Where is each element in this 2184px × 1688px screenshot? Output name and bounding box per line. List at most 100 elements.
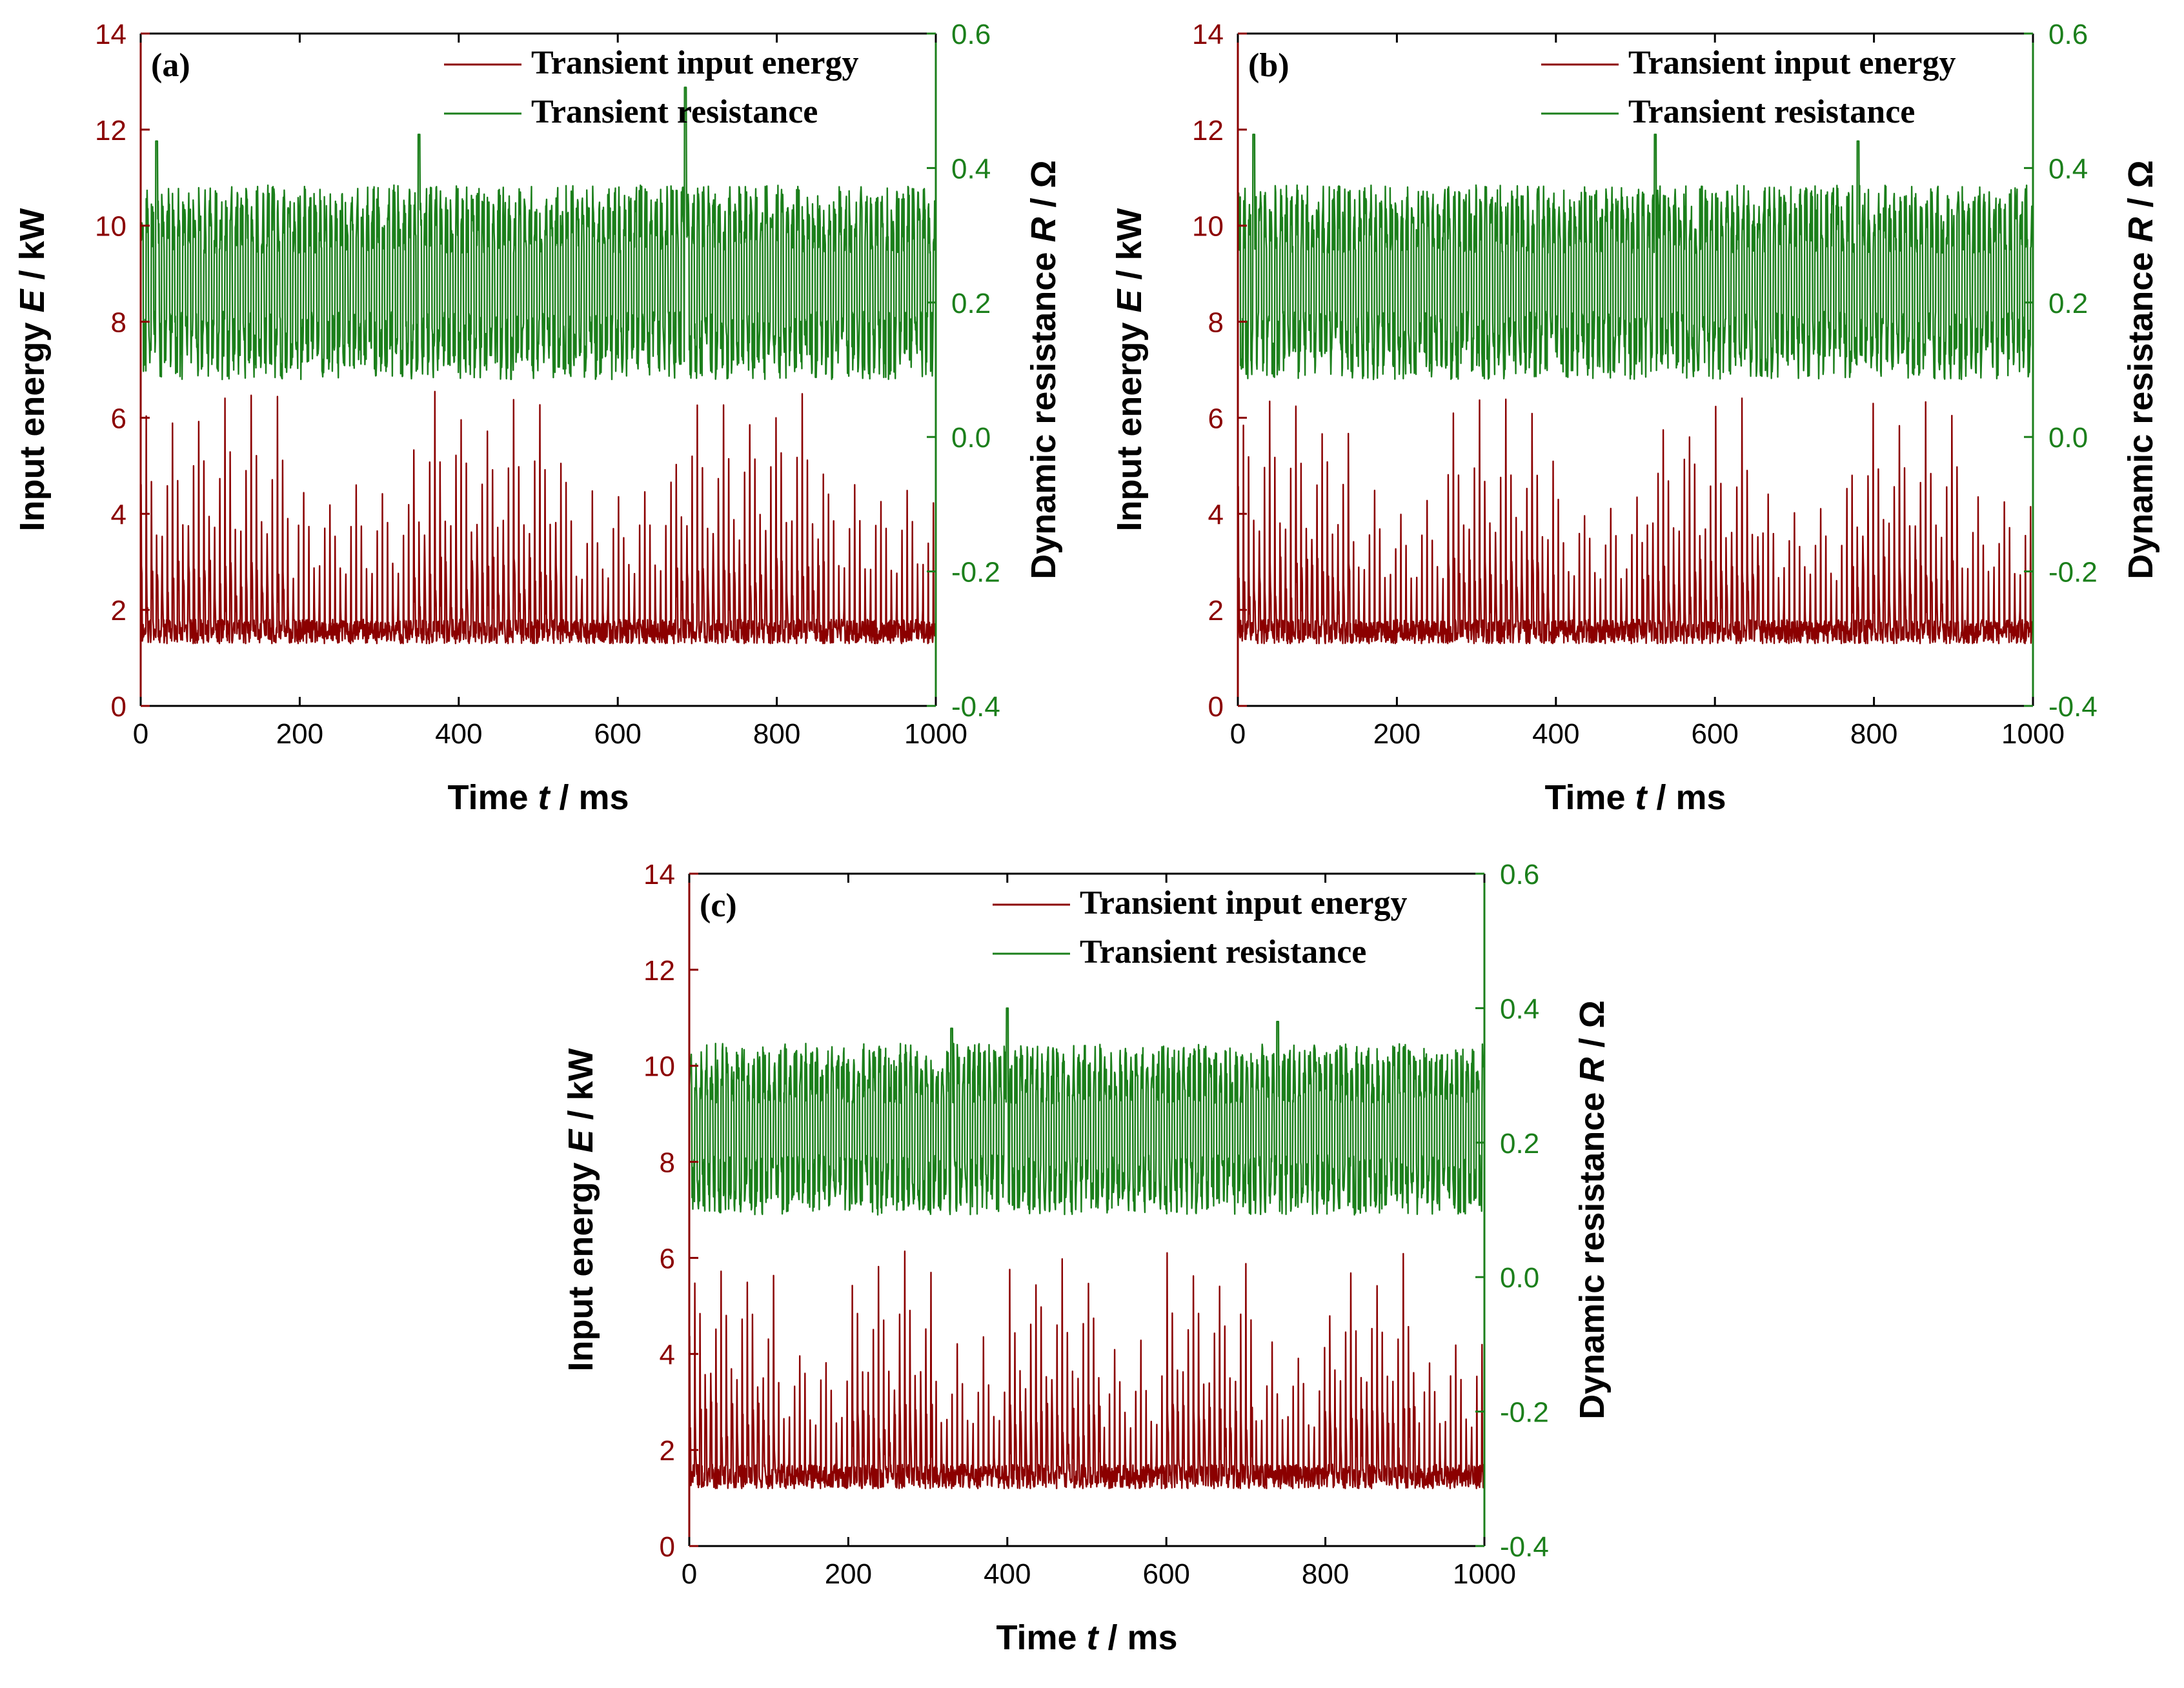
x-axis-title-part: Time [1544, 778, 1635, 817]
y2-axis-title: Dynamic resistance R / Ω [1024, 160, 1063, 579]
y-axis-title: Input energy E / kW [13, 208, 52, 531]
y-tick-label: 0 [111, 691, 126, 723]
x-tick-label: 1000 [904, 718, 967, 750]
y-tick-label: 0 [660, 1531, 675, 1563]
legend-label-transient-input-energy: Transient input energy [1080, 885, 1408, 921]
y-tick-label: 10 [95, 211, 126, 243]
y-tick-label: 6 [111, 403, 126, 434]
x-axis-title-part: Time [447, 778, 538, 817]
y2-tick-label: 0.4 [2048, 153, 2088, 185]
x-tick-label: 1000 [1453, 1558, 1516, 1590]
y2-tick-label: -0.4 [2048, 691, 2098, 723]
y-axis-title-part: E [13, 288, 52, 313]
y2-axis-title-part: Dynamic resistance [1573, 1083, 1612, 1420]
x-tick-label: 800 [753, 718, 800, 750]
y-tick-label: 2 [660, 1435, 675, 1467]
y-tick-label: 14 [643, 859, 675, 890]
y2-axis-title-part: / Ω [1024, 160, 1063, 217]
x-tick-label: 400 [984, 1558, 1031, 1590]
y-axis-title-part: / kW [1110, 208, 1149, 289]
y2-tick-label: -0.2 [951, 557, 1000, 588]
y2-tick-label: 0.4 [1500, 993, 1539, 1025]
panel-label: (c) [700, 887, 737, 924]
y2-tick-label: 0.6 [2048, 19, 2088, 50]
y-axis-title-part: E [561, 1129, 600, 1153]
y2-tick-label: 0.2 [951, 288, 991, 319]
series-line-transient-input-energy [688, 1250, 1486, 1489]
legend-label-transient-resistance: Transient resistance [1628, 94, 1915, 130]
y2-tick-label: 0.6 [951, 19, 991, 50]
y-tick-label: 12 [95, 115, 126, 146]
x-tick-label: 600 [1691, 718, 1738, 750]
y2-tick-label: 0.2 [2048, 288, 2088, 319]
y-tick-label: 4 [660, 1339, 675, 1371]
x-axis-title-part: t [1087, 1618, 1100, 1657]
x-tick-label: 600 [594, 718, 641, 750]
x-axis-title: Time t / ms [996, 1618, 1177, 1657]
y-axis-title-part: Input energy [13, 313, 52, 532]
y-axis-title: Input energy E / kW [561, 1048, 600, 1371]
y-axis-title-part: Input energy [561, 1153, 600, 1372]
y2-tick-label: -0.2 [2048, 557, 2098, 588]
x-tick-label: 200 [276, 718, 323, 750]
y-tick-label: 2 [1208, 595, 1224, 627]
panel-label: (b) [1248, 47, 1289, 84]
x-axis-title-part: / ms [1646, 778, 1726, 817]
y-tick-label: 8 [111, 307, 126, 339]
legend-label-transient-input-energy: Transient input energy [1628, 45, 1956, 81]
y2-axis-title-part: R [2121, 217, 2160, 243]
y-tick-label: 6 [660, 1243, 675, 1274]
x-axis-title-part: t [1635, 778, 1648, 817]
y2-tick-label: -0.2 [1500, 1397, 1549, 1429]
x-tick-label: 400 [435, 718, 482, 750]
legend: Transient input energy Transient resistan… [1541, 45, 1956, 130]
y-axis-title: Input energy E / kW [1110, 208, 1149, 531]
y-axis-title-part: E [1110, 288, 1149, 313]
y2-axis-title: Dynamic resistance R / Ω [1573, 1000, 1612, 1420]
y-tick-label: 2 [111, 595, 126, 627]
y2-tick-label: -0.4 [951, 691, 1000, 723]
y-axis-title-part: Input energy [1110, 313, 1149, 532]
y-axis-title-part: / kW [561, 1048, 600, 1129]
y-tick-label: 4 [1208, 499, 1224, 530]
x-tick-label: 0 [1230, 718, 1246, 750]
y2-tick-label: 0.4 [951, 153, 991, 185]
x-axis-title-part: / ms [1098, 1618, 1177, 1657]
y2-tick-label: 0.0 [951, 422, 991, 454]
x-tick-label: 200 [1373, 718, 1421, 750]
y-tick-label: 6 [1208, 403, 1224, 434]
y2-axis-title-part: Dynamic resistance [1024, 243, 1063, 579]
y2-tick-label: -0.4 [1500, 1531, 1549, 1563]
series-line-transient-input-energy [1237, 397, 2034, 645]
panel-label: (a) [151, 47, 190, 84]
y-tick-label: 12 [643, 955, 675, 987]
legend-label-transient-resistance: Transient resistance [531, 94, 818, 130]
x-tick-label: 800 [1850, 718, 1897, 750]
y-tick-label: 4 [111, 499, 126, 530]
x-axis-title: Time t / ms [1544, 778, 1726, 817]
chart-panel-a: 0 200 400 600 800 1000 0 2 4 6 8 10 12 14 -0.4 -0.2 0.0 0… [13, 19, 1063, 817]
y2-tick-label: 0.0 [2048, 422, 2088, 454]
y-tick-label: 8 [660, 1147, 675, 1179]
y-tick-label: 8 [1208, 307, 1224, 339]
series-line-transient-resistance [139, 86, 937, 381]
x-axis-title-part: / ms [549, 778, 629, 817]
y-tick-label: 10 [643, 1051, 675, 1083]
legend-label-transient-resistance: Transient resistance [1080, 934, 1366, 970]
y-tick-label: 10 [1192, 211, 1224, 243]
y2-axis-title-part: R [1573, 1058, 1612, 1083]
series-line-transient-resistance [688, 1007, 1486, 1216]
x-tick-label: 0 [682, 1558, 697, 1590]
x-tick-label: 0 [133, 718, 148, 750]
legend: Transient input energy Transient resistan… [444, 45, 859, 130]
legend-label-transient-input-energy: Transient input energy [531, 45, 859, 81]
y-tick-label: 12 [1192, 115, 1224, 146]
legend: Transient input energy Transient resistan… [993, 885, 1408, 970]
y2-tick-label: 0.2 [1500, 1128, 1539, 1160]
y2-axis-title-part: / Ω [1573, 1000, 1612, 1057]
x-axis-title: Time t / ms [447, 778, 629, 817]
x-tick-label: 800 [1302, 1558, 1349, 1590]
x-axis-title-part: Time [996, 1618, 1086, 1657]
series-line-transient-resistance [1237, 134, 2034, 381]
